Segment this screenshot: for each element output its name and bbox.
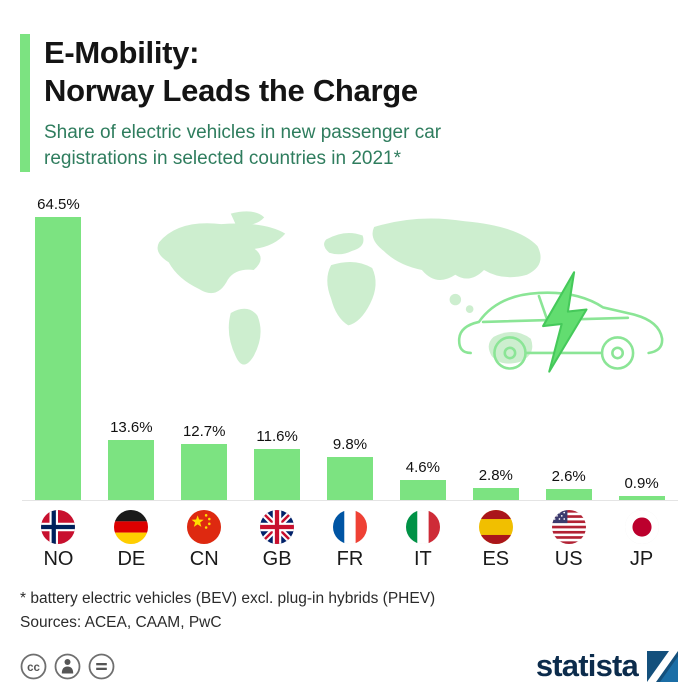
cc-nd-icon[interactable] — [88, 653, 115, 680]
electric-car-illustration — [457, 271, 664, 373]
bar-area: 11.6% — [240, 190, 314, 502]
flag-france-icon — [333, 510, 367, 545]
bottom-bar: cc statista — [20, 648, 678, 684]
flag-uk-icon — [260, 510, 295, 545]
sources: Sources: ACEA, CAAM, PwC — [20, 614, 222, 632]
bar-chart: 64.5% NO 13.6% DE 12.7% CN 11.6% GB 9.8% FR 4.6% IT… — [0, 190, 700, 571]
bar-column: 4.6% IT — [386, 190, 460, 571]
flag-spain-icon — [478, 510, 513, 545]
statista-logo[interactable]: statista — [536, 648, 678, 684]
country-code-label: ES — [482, 548, 510, 571]
title-accent-bar — [20, 34, 30, 173]
bar — [618, 496, 665, 501]
bar-column: 2.8% ES — [459, 190, 533, 571]
footnote: * battery electric vehicles (BEV) excl. … — [20, 590, 436, 608]
bar-column: 13.6% DE — [94, 190, 168, 571]
bar-column: 0.9% JP — [605, 190, 679, 571]
bar-area: 0.9% — [605, 190, 679, 502]
country-code-label: CN — [189, 548, 219, 571]
bar-column: 9.8% FR — [313, 190, 387, 571]
bar — [472, 488, 519, 501]
flag-japan-icon — [624, 510, 659, 545]
bar-area: 2.8% — [459, 190, 533, 502]
chart-title: E-Mobility: Norway Leads the Charge — [44, 34, 529, 110]
bar-column: 64.5% NO — [22, 190, 95, 571]
header: E-Mobility: Norway Leads the Charge Share… — [0, 0, 700, 173]
lightning-bolt-icon — [542, 271, 588, 373]
bar-area: 12.7% — [167, 190, 241, 502]
country-code-label: FR — [336, 548, 364, 571]
bar — [254, 449, 301, 501]
bar-area: 9.8% — [313, 190, 387, 502]
bar-value-label: 13.6% — [110, 419, 153, 437]
bar — [181, 444, 228, 501]
statista-wordmark: statista — [535, 648, 639, 683]
cc-attribution-icon[interactable] — [54, 653, 81, 680]
bar-value-label: 11.6% — [256, 428, 298, 446]
flag-us-icon — [551, 510, 586, 545]
bar-value-label: 0.9% — [624, 475, 659, 493]
country-code-label: US — [554, 548, 583, 571]
bar — [545, 489, 592, 501]
bar-column: 11.6% GB — [240, 190, 314, 571]
flag-italy-icon — [405, 510, 440, 545]
bar-area: 13.6% — [94, 190, 168, 502]
bar — [108, 440, 155, 501]
header-text: E-Mobility: Norway Leads the Charge Share… — [44, 34, 529, 172]
title-line-2: Norway Leads the Charge — [44, 72, 418, 108]
license-icons: cc — [20, 653, 115, 680]
bar-value-label: 2.6% — [551, 468, 586, 486]
bar-area: 2.6% — [532, 190, 606, 502]
cc-icon[interactable]: cc — [20, 653, 47, 680]
flag-china-icon — [187, 510, 222, 545]
country-code-label: IT — [414, 548, 432, 571]
bar-column: 2.6% US — [532, 190, 606, 571]
country-code-label: GB — [262, 548, 292, 571]
bar-column: 12.7% CN — [167, 190, 241, 571]
statista-mark-icon — [647, 650, 678, 682]
country-code-label: DE — [117, 548, 146, 571]
bar-area: 4.6% — [386, 190, 460, 502]
bar-value-label: 9.8% — [332, 436, 368, 454]
bar — [327, 457, 373, 501]
bar — [399, 480, 446, 501]
svg-text:cc: cc — [27, 662, 40, 674]
bars-row: 64.5% NO 13.6% DE 12.7% CN 11.6% GB 9.8% FR 4.6% IT… — [0, 190, 700, 571]
footnotes: * battery electric vehicles (BEV) excl. … — [20, 587, 678, 635]
bar-area: 64.5% — [22, 190, 95, 502]
bar-value-label: 12.7% — [182, 423, 226, 441]
country-code-label: JP — [629, 548, 654, 571]
bar-value-label: 4.6% — [405, 459, 440, 477]
flag-norway-icon — [41, 510, 76, 545]
bar-value-label: 2.8% — [478, 467, 513, 485]
flag-germany-icon — [114, 510, 149, 545]
bar — [35, 217, 82, 501]
title-line-1: E-Mobility: — [44, 35, 200, 70]
country-code-label: NO — [43, 548, 74, 571]
bar-value-label: 64.5% — [37, 196, 80, 214]
chart-subtitle: Share of electric vehicles in new passen… — [44, 121, 442, 169]
